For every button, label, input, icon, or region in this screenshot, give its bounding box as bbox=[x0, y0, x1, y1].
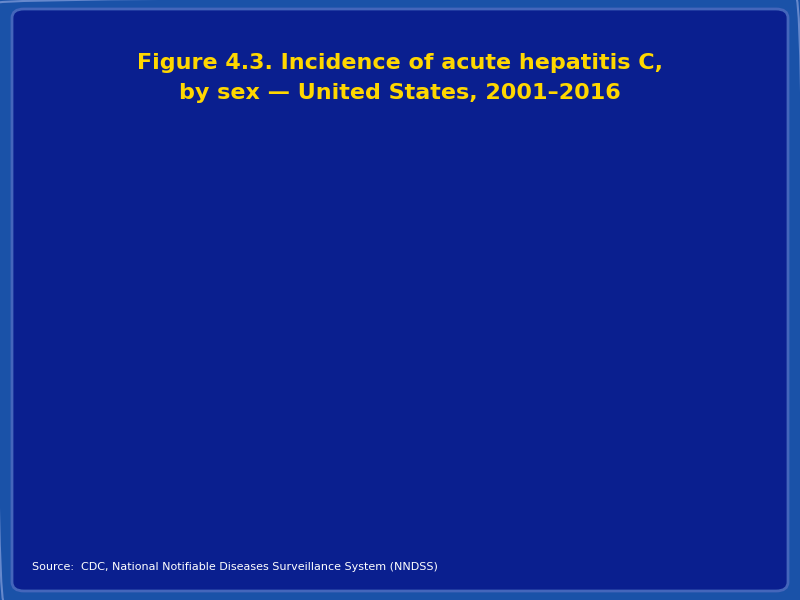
Female bbox=[321, 428, 330, 435]
Male bbox=[682, 242, 692, 250]
Male bbox=[562, 370, 572, 377]
Male bbox=[321, 414, 330, 421]
Female bbox=[401, 414, 410, 421]
Text: CDC: CDC bbox=[689, 544, 737, 563]
Male bbox=[642, 275, 652, 283]
Female bbox=[482, 422, 491, 430]
Male bbox=[280, 422, 290, 430]
Female bbox=[602, 345, 612, 352]
Female bbox=[240, 436, 250, 443]
Female bbox=[159, 403, 169, 410]
Male bbox=[522, 406, 531, 413]
Male bbox=[159, 350, 169, 358]
Female bbox=[361, 422, 370, 430]
Text: ⚕: ⚕ bbox=[626, 541, 639, 565]
Male bbox=[482, 419, 491, 427]
Female bbox=[442, 412, 451, 419]
Male bbox=[119, 284, 129, 291]
Female bbox=[682, 304, 692, 311]
Female bbox=[723, 292, 733, 299]
Text: by sex — United States, 2001–2016: by sex — United States, 2001–2016 bbox=[179, 83, 621, 103]
Male bbox=[723, 193, 733, 200]
X-axis label: Year: Year bbox=[411, 555, 453, 573]
Male bbox=[361, 412, 370, 419]
Male bbox=[200, 392, 210, 399]
Female bbox=[642, 309, 652, 316]
Male bbox=[442, 406, 451, 413]
Female bbox=[562, 386, 572, 394]
Line: Male: Male bbox=[119, 191, 733, 431]
Text: Source:  CDC, National Notifiable Diseases Surveillance System (NNDSS): Source: CDC, National Notifiable Disease… bbox=[32, 562, 438, 572]
Female bbox=[200, 422, 210, 430]
Male bbox=[240, 417, 250, 424]
Text: Figure 4.3. Incidence of acute hepatitis C,: Figure 4.3. Incidence of acute hepatitis… bbox=[137, 53, 663, 73]
Legend: Male, Female: Male, Female bbox=[622, 146, 752, 226]
Y-axis label: Reported cases/100,000 population: Reported cases/100,000 population bbox=[49, 166, 64, 470]
Male bbox=[401, 409, 410, 416]
Female bbox=[280, 436, 290, 443]
Female bbox=[119, 370, 129, 377]
Female bbox=[522, 422, 531, 430]
Line: Female: Female bbox=[119, 291, 733, 445]
Male bbox=[602, 314, 612, 322]
